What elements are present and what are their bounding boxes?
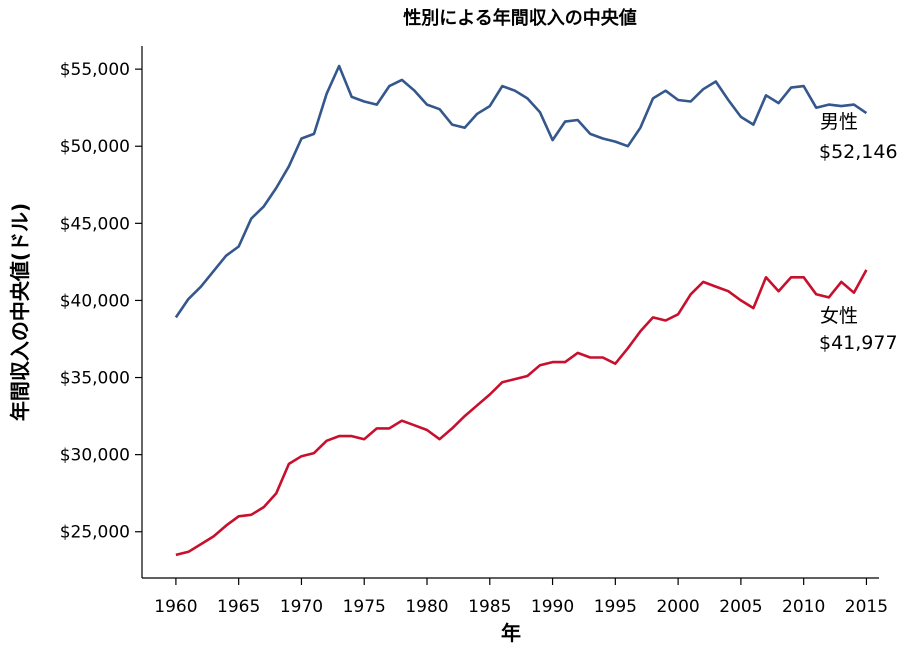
x-tick-label: 1970 <box>280 597 323 617</box>
y-tick-label: $30,000 <box>60 446 130 466</box>
x-ticks: 1960 1965 1970 1975 1980 1985 1990 1995 2000 2005… <box>154 578 888 617</box>
x-tick-label: 2000 <box>656 597 699 617</box>
series-labels: 男性 $52,146 女性 $41,977 <box>819 111 898 354</box>
x-tick-label: 2010 <box>782 597 825 617</box>
series-end-value-label: $41,977 <box>819 332 898 354</box>
series-name-label: 女性 <box>820 305 858 327</box>
x-tick-label: 2005 <box>719 597 762 617</box>
y-tick-label: $40,000 <box>60 291 130 311</box>
y-ticks: $25,000 $30,000 $35,000 $40,000 $45,000 $50,0… <box>60 60 142 543</box>
x-tick-label: 1995 <box>594 597 637 617</box>
x-tick-label: 1960 <box>154 597 197 617</box>
y-tick-label: $50,000 <box>60 137 130 157</box>
axes <box>141 46 879 579</box>
series-line-women <box>175 269 868 557</box>
y-tick-label: $25,000 <box>60 523 130 543</box>
y-tick-label: $35,000 <box>60 369 130 389</box>
y-tick-label: $45,000 <box>60 214 130 234</box>
x-tick-label: 1965 <box>217 597 260 617</box>
x-tick-label: 1990 <box>531 597 574 617</box>
series-end-value-label: $52,146 <box>819 141 898 163</box>
x-tick-label: 1985 <box>468 597 511 617</box>
x-tick-label: 2015 <box>845 597 888 617</box>
series-name-label: 男性 <box>820 111 858 133</box>
y-tick-label: $55,000 <box>60 60 130 80</box>
x-axis-title: 年 <box>501 621 521 645</box>
y-axis-title: 年間収入の中央値(ドル) <box>8 203 32 421</box>
x-tick-label: 1975 <box>343 597 386 617</box>
x-tick-label: 1980 <box>405 597 448 617</box>
series-line-men <box>174 64 868 319</box>
chart-title: 性別による年間収入の中央値 <box>403 7 636 29</box>
series-layer <box>174 64 868 557</box>
